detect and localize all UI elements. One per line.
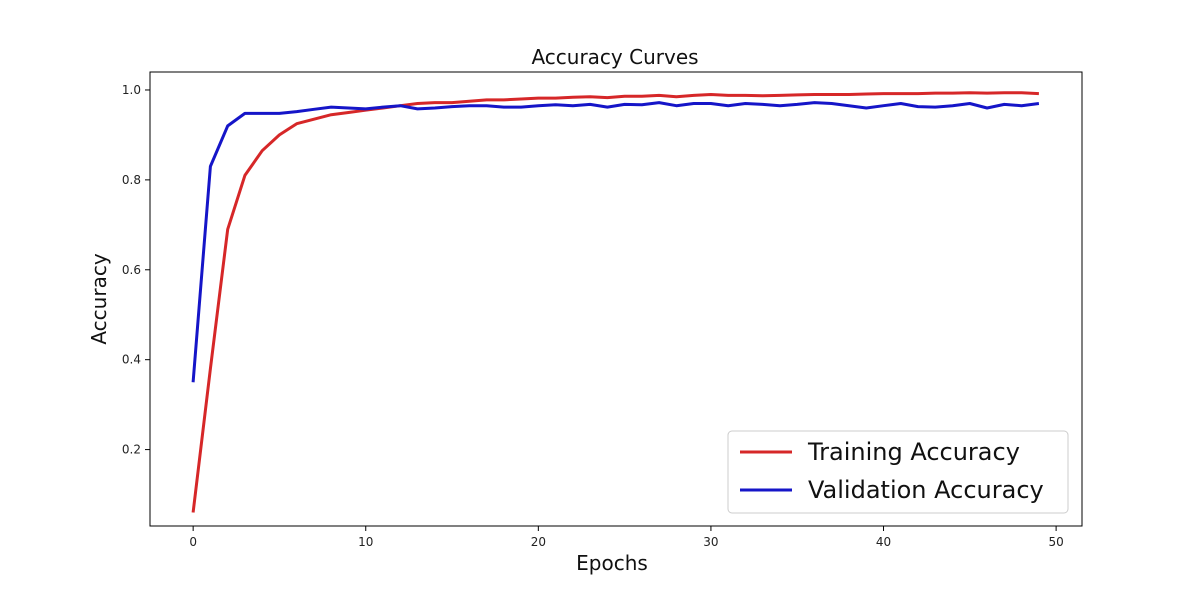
x-tick-label: 10: [358, 535, 373, 549]
y-tick-label: 0.8: [122, 173, 141, 187]
x-tick-label: 20: [531, 535, 546, 549]
chart-title: Accuracy Curves: [531, 45, 698, 69]
x-tick-label: 30: [703, 535, 718, 549]
x-tick-label: 0: [189, 535, 197, 549]
x-tick-label: 40: [876, 535, 891, 549]
y-tick-label: 1.0: [122, 83, 141, 97]
legend-box: [727, 430, 1069, 514]
y-tick-label: 0.2: [122, 443, 141, 457]
x-tick-label: 50: [1048, 535, 1063, 549]
legend-label-validation-accuracy: Validation Accuracy: [808, 476, 1044, 504]
series-line-training-accuracy: [191, 91, 1039, 513]
y-axis-ticks: 0.2 0.4 0.6 0.8 1.0: [122, 83, 150, 457]
y-axis-label: Accuracy: [87, 253, 111, 344]
plot-frame: [149, 71, 1083, 527]
series-line-validation-accuracy: [191, 101, 1040, 383]
y-tick-label: 0.6: [122, 263, 141, 277]
series-group: [191, 91, 1040, 513]
x-axis-ticks: 0 10 20 30 40 50: [189, 526, 1064, 549]
legend-label-training-accuracy: Training Accuracy: [807, 438, 1020, 466]
y-tick-label: 0.4: [122, 353, 141, 367]
x-axis-label: Epochs: [576, 551, 648, 575]
legend: Training Accuracy Validation Accuracy: [727, 430, 1069, 514]
